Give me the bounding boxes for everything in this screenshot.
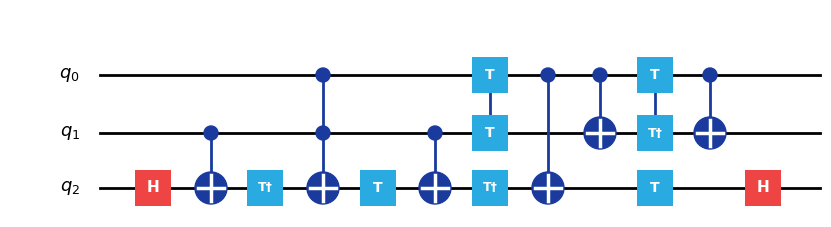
FancyBboxPatch shape: [745, 170, 781, 206]
Text: H: H: [756, 180, 770, 195]
Circle shape: [584, 117, 616, 149]
Text: T: T: [485, 126, 494, 140]
Text: T†: T†: [647, 126, 662, 140]
FancyBboxPatch shape: [472, 115, 508, 151]
Text: T: T: [485, 68, 494, 82]
Circle shape: [428, 126, 442, 140]
Text: T†: T†: [258, 182, 273, 195]
Text: H: H: [146, 180, 160, 195]
Text: T: T: [650, 68, 660, 82]
Text: $q_1$: $q_1$: [60, 124, 80, 142]
Circle shape: [316, 68, 330, 82]
Circle shape: [593, 68, 607, 82]
Circle shape: [419, 172, 451, 204]
Circle shape: [541, 68, 555, 82]
Text: $q_2$: $q_2$: [60, 179, 80, 197]
Circle shape: [703, 68, 717, 82]
FancyBboxPatch shape: [637, 57, 673, 93]
FancyBboxPatch shape: [247, 170, 283, 206]
Circle shape: [204, 126, 218, 140]
Circle shape: [316, 126, 330, 140]
Text: $q_0$: $q_0$: [59, 66, 80, 84]
Text: T†: T†: [483, 182, 498, 195]
FancyBboxPatch shape: [637, 115, 673, 151]
FancyBboxPatch shape: [135, 170, 171, 206]
FancyBboxPatch shape: [472, 170, 508, 206]
Circle shape: [694, 117, 726, 149]
Text: T: T: [373, 181, 383, 195]
Circle shape: [195, 172, 227, 204]
Text: T: T: [650, 181, 660, 195]
Circle shape: [307, 172, 339, 204]
FancyBboxPatch shape: [637, 170, 673, 206]
FancyBboxPatch shape: [360, 170, 396, 206]
Circle shape: [532, 172, 564, 204]
FancyBboxPatch shape: [472, 57, 508, 93]
